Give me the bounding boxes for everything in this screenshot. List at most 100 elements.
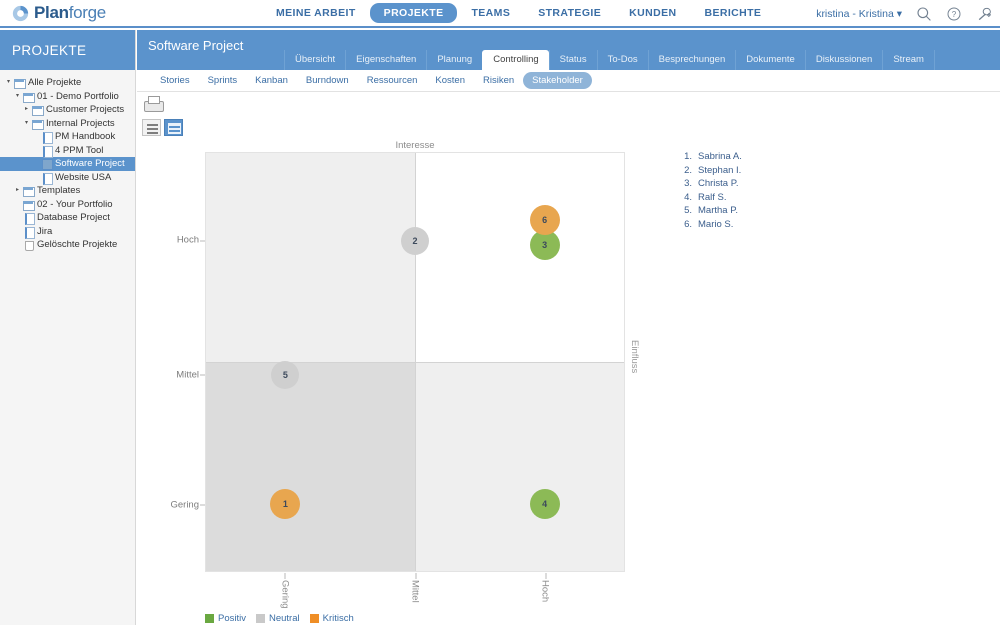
legend-label: Kritisch [322,613,354,624]
sidebar-item-label: Gelöschte Projekte [37,239,118,251]
tab-controlling[interactable]: Controlling [482,50,549,71]
sidebar-item-4-ppm-tool[interactable]: ▸4 PPM Tool [0,144,135,158]
list-item-number: 5. [684,205,692,217]
list-item-number: 6. [684,218,692,230]
brand-logo[interactable]: Planforge [0,3,200,23]
chevron-down-icon[interactable]: ▾ [24,119,28,126]
subtab-stakeholder[interactable]: Stakeholder [523,72,592,89]
bubble-5[interactable]: 5 [271,360,300,389]
user-name: kristina - Kristina [816,8,894,20]
sidebar-item-alle-projekte[interactable]: ▾ Alle Projekte [0,76,135,90]
list-item-label: Ralf S. [698,191,727,203]
sidebar-item-jira[interactable]: ▸Jira [0,225,135,239]
tab-to-dos[interactable]: To-Dos [596,50,648,70]
legend-swatch [309,614,319,623]
subtab-risiken[interactable]: Risiken [482,75,515,86]
quadrant-top-right [415,153,624,362]
folder-icon [22,91,35,103]
chevron-down-icon[interactable]: ▾ [6,79,10,86]
sidebar-item-02-your-portfolio[interactable]: ▸02 - Your Portfolio [0,198,135,212]
list-item[interactable]: 6. Mario S. [677,218,742,232]
subtab-kosten[interactable]: Kosten [435,75,465,86]
printer-icon[interactable] [142,94,164,114]
chevron-right-icon[interactable]: ▸ [15,187,19,194]
bubble-6[interactable]: 6 [529,204,560,235]
y-axis-title: Einfluss [629,340,640,374]
project-tabs: Übersicht Eigenschaften Planung Controlling… [284,50,935,71]
bubble-1[interactable]: 1 [270,489,301,520]
tab-planung[interactable]: Planung [426,50,482,70]
settings-wrench-icon[interactable] [976,6,992,22]
tab-status[interactable]: Status [548,50,597,70]
sidebar-item-label: Jira [37,225,53,237]
x-axis-title: Interesse [395,140,435,151]
nav-item-strategie[interactable]: STRATEGIE [538,7,602,19]
list-item-number: 2. [684,164,692,176]
user-menu[interactable]: kristina - Kristina ▾ [816,8,902,20]
tab-diskussionen[interactable]: Diskussionen [804,50,883,70]
nav-item-kunden[interactable]: KUNDEN [629,7,677,19]
nav-item-teams[interactable]: TEAMS [471,7,511,19]
chart-view-icon[interactable] [164,119,183,136]
subtab-kanban[interactable]: Kanban [255,75,288,86]
table-view-icon[interactable] [142,119,161,136]
legend-swatch [205,614,214,623]
subtab-stories[interactable]: Stories [160,75,190,86]
y-tick-hoch: Hoch [176,234,206,246]
subtab-ressourcen[interactable]: Ressourcen [366,75,418,86]
bubble-2[interactable]: 2 [401,226,429,255]
tab-stream[interactable]: Stream [882,50,935,70]
tab-besprechungen[interactable]: Besprechungen [647,50,736,70]
tab--bersicht[interactable]: Übersicht [284,50,345,70]
subtab-burndown[interactable]: Burndown [305,75,349,86]
list-item[interactable]: 2. Stephan I. [677,164,742,178]
folder-icon [13,77,26,90]
subtab-sprints[interactable]: Sprints [207,75,238,86]
project-header: Software Project Übersicht Eigenschaften P… [137,30,1000,71]
doc-icon [40,145,53,158]
list-item[interactable]: 3. Christa P. [677,177,742,191]
folder-icon [31,104,44,117]
help-icon[interactable]: ? [946,6,962,22]
list-item-label: Martha P. [698,205,738,217]
x-tick-mittel: Mittel [409,573,421,603]
stakeholder-name-list: 1. Sabrina A. 2. Stephan I. 3. Christa P. 4. Ra… [677,150,742,232]
y-tick-gering: Gering [170,499,205,511]
bubble-3[interactable]: 3 [529,229,560,260]
nav-item-berichte[interactable]: BERICHTE [704,7,762,19]
tab-dokumente[interactable]: Dokumente [735,50,805,70]
quadrant-bottom-left [206,362,415,571]
sidebar-item-database-project[interactable]: ▸Database Project [0,211,135,226]
legend-item-neutral[interactable]: Neutral [255,613,300,624]
sidebar-item-software-project[interactable]: ▸Software Project [0,157,135,171]
folder-icon [22,185,35,198]
sidebar-item-customer-projects[interactable]: ▸ Customer Projects [0,103,135,117]
chevron-down-icon[interactable]: ▾ [15,92,19,99]
list-item[interactable]: 1. Sabrina A. [677,150,742,164]
list-item[interactable]: 4. Ralf S. [677,191,742,205]
x-tick-gering: Gering [279,573,291,609]
bubble-4[interactable]: 4 [529,489,560,520]
sidebar-item-gel-schte-projekte[interactable]: ▸Gelöschte Projekte [0,238,135,252]
project-tree: ▾ Alle Projekte ▾ 01 - Demo Portfolio ▸ Custo… [0,70,135,252]
nav-item-projekte[interactable]: PROJEKTE [369,3,458,23]
sidebar-item-website-usa[interactable]: ▸Website USA [0,171,135,185]
top-bar: Planforge MEINE ARBEIT PROJEKTE TEAMS ST… [0,0,1000,28]
sidebar-item-label: Customer Projects [46,104,125,116]
nav-item-meine-arbeit[interactable]: MEINE ARBEIT [276,7,356,19]
legend-item-positiv[interactable]: Positiv [205,613,246,624]
chevron-right-icon[interactable]: ▸ [24,106,28,113]
sidebar-item-01-demo-portfolio[interactable]: ▾ 01 - Demo Portfolio [0,90,135,104]
sidebar-item-templates[interactable]: ▸ Templates [0,184,135,198]
search-icon[interactable] [916,6,932,22]
brand-name-light: forge [68,3,107,22]
legend-item-kritisch[interactable]: Kritisch [309,613,354,624]
chart-legend: Positiv Neutral Kritisch [205,613,354,624]
sidebar-item-label: 02 - Your Portfolio [37,198,113,210]
tab-eigenschaften[interactable]: Eigenschaften [345,50,426,70]
list-item[interactable]: 5. Martha P. [677,204,742,218]
planforge-swirl-icon [12,5,29,21]
sidebar-item-internal-projects[interactable]: ▾ Internal Projects [0,117,135,131]
sidebar-item-pm-handbook[interactable]: ▸PM Handbook [0,130,135,145]
view-toggle-group [142,119,183,136]
